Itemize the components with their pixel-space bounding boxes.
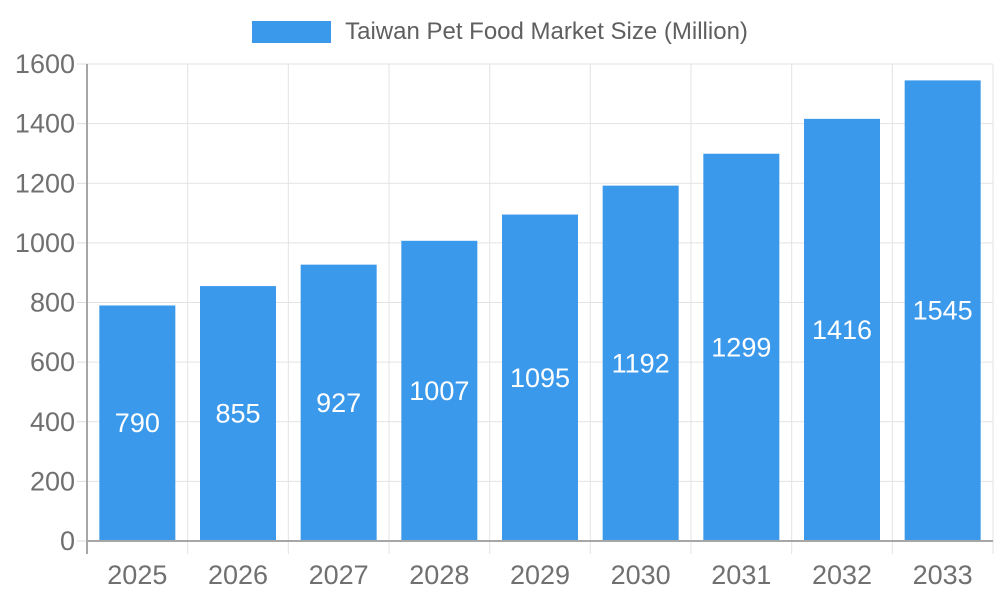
x-axis-label: 2027 [309, 560, 369, 590]
x-axis-label: 2031 [711, 560, 771, 590]
y-axis-label: 1200 [15, 168, 75, 198]
bar-2026[interactable] [200, 286, 276, 541]
y-axis-label: 200 [30, 466, 75, 496]
bar-value-label: 1192 [612, 348, 670, 378]
bar-2031[interactable] [703, 153, 780, 541]
legend-item[interactable]: Taiwan Pet Food Market Size (Million) [0, 19, 1000, 45]
bar-value-label: 1095 [510, 363, 570, 393]
legend-label: Taiwan Pet Food Market Size (Million) [345, 18, 748, 45]
bar-2030[interactable] [602, 185, 679, 541]
bar-2028[interactable] [401, 240, 478, 541]
y-axis-label: 1600 [15, 49, 75, 79]
x-axis-label: 2032 [812, 560, 872, 590]
y-axis-label: 1400 [15, 109, 75, 139]
bar-value-label: 790 [115, 408, 160, 438]
bar-value-label: 1416 [812, 315, 872, 345]
y-axis-label: 800 [30, 288, 75, 318]
bar-value-label: 1299 [711, 332, 771, 362]
bar-value-label: 855 [215, 399, 260, 429]
legend-swatch-icon [252, 21, 332, 43]
bar-2027[interactable] [300, 264, 377, 541]
x-axis-label: 2025 [107, 560, 167, 590]
y-axis-label: 0 [60, 526, 75, 556]
y-axis-label: 1000 [15, 228, 75, 258]
x-axis-label: 2030 [611, 560, 671, 590]
y-axis-label: 600 [30, 347, 75, 377]
bar-value-label: 927 [316, 388, 361, 418]
bar-value-label: 1545 [913, 296, 973, 326]
bar-2025[interactable] [99, 305, 176, 541]
x-axis-label: 2033 [913, 560, 973, 590]
x-axis-label: 2028 [409, 560, 469, 590]
x-axis-label: 2029 [510, 560, 570, 590]
bar-2032[interactable] [804, 118, 880, 541]
y-axis-label: 400 [30, 407, 75, 437]
bar-value-label: 1007 [409, 376, 469, 406]
x-axis-label: 2026 [208, 560, 268, 590]
bar-2029[interactable] [502, 214, 578, 541]
bar-2033[interactable] [904, 80, 981, 541]
